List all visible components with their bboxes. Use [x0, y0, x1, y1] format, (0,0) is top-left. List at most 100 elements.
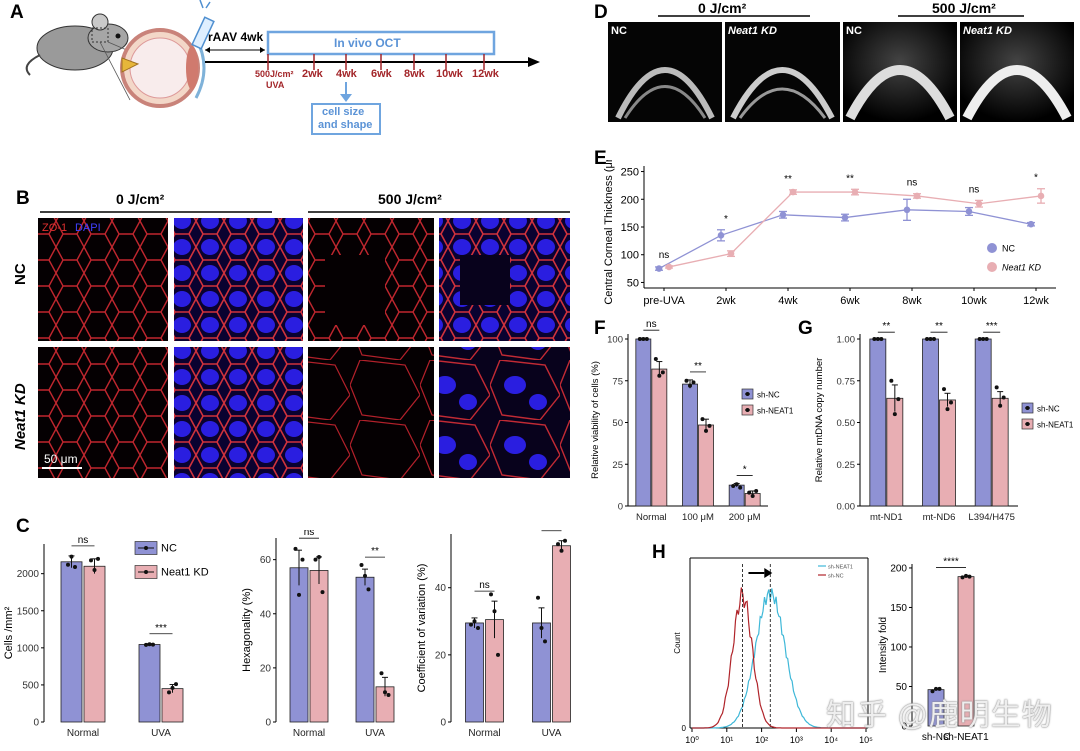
- data-point: [73, 564, 77, 569]
- chart-c-cv: 0 20 40 Coefficient of variation (%) Normal n…: [416, 530, 571, 739]
- data-point: [779, 211, 787, 219]
- chart-f-viability: 0 25 50 75 100 Relative viability of cells (%…: [590, 319, 794, 523]
- y-zero-label: 0: [682, 724, 687, 733]
- cell-box-line1: cell size: [322, 106, 365, 118]
- y-tick-label: 75: [612, 376, 623, 387]
- oct-image-2: [725, 22, 840, 122]
- data-point: [994, 385, 999, 390]
- scale-bar-label: 50 μm: [44, 452, 78, 466]
- data-point: [641, 337, 646, 342]
- data-point: [928, 337, 933, 342]
- data-point: [151, 642, 155, 647]
- significance-6: *: [1034, 173, 1038, 184]
- bar-sh-nc-1: [922, 338, 939, 507]
- x-tick-label-0: mt-ND1: [870, 512, 903, 523]
- y-axis-label: Intensity fold: [878, 617, 889, 673]
- data-point: [293, 546, 298, 551]
- data-point: [930, 689, 935, 694]
- data-point: [717, 232, 725, 239]
- data-point: [320, 590, 325, 595]
- y-tick-label: 20: [435, 650, 447, 661]
- y-tick-label: 250: [621, 167, 639, 179]
- watermark: 知乎 @鹿明生物: [826, 699, 1053, 732]
- y-tick-label: 40: [260, 609, 272, 620]
- x-tick-label-3: 6wk: [840, 295, 860, 307]
- mouse-icon: [25, 13, 129, 76]
- bar-nc-0: [60, 561, 83, 723]
- dapi-label: DAPI: [75, 222, 101, 234]
- significance-1: *: [724, 214, 728, 225]
- data-point: [492, 609, 497, 614]
- data-point: [660, 370, 665, 375]
- chart-g-mtdna: 0.00 0.25 0.50 0.75 1.00 Relative mtDNA copy …: [814, 321, 1074, 523]
- image-kd-0-merge: [174, 347, 303, 478]
- oct-label-nc-0: NC: [611, 25, 627, 37]
- bar-sh-nc-0: [635, 338, 652, 507]
- significance-2: **: [784, 174, 792, 185]
- data-point: [539, 626, 544, 630]
- x-tick-label-2: 200 μM: [729, 512, 761, 523]
- data-point: [942, 387, 946, 392]
- legend-label-1: sh-NEAT1: [1037, 421, 1074, 430]
- significance-0: **: [882, 321, 890, 332]
- data-point: [960, 575, 965, 580]
- y-tick-label: 150: [890, 603, 907, 614]
- x-tick-label-4: 8wk: [902, 295, 922, 307]
- data-point: [684, 378, 689, 383]
- x-tick-label-1: sh-NEAT1: [943, 732, 989, 743]
- x-tick-label-1: mt-ND6: [923, 512, 956, 523]
- panel-letter-E: E: [594, 148, 607, 169]
- data-point: [981, 337, 986, 342]
- legend-label-0: sh-NEAT1: [828, 565, 853, 571]
- data-point: [665, 263, 673, 271]
- x-tick-label-6: 12wk: [1023, 295, 1049, 307]
- significance-1: **: [694, 361, 702, 372]
- y-tick-label: 1.00: [837, 335, 856, 346]
- y-tick-label: 100: [621, 250, 639, 262]
- data-point: [754, 488, 759, 493]
- y-tick-label: 50: [896, 682, 908, 693]
- x-tick-label-1: UVA: [151, 728, 171, 739]
- data-point: [903, 206, 911, 214]
- bar-sh-neat1-0: [651, 368, 668, 507]
- y-tick-label: 50: [627, 277, 639, 289]
- bar-nc-1: [355, 576, 375, 723]
- data-point: [653, 357, 658, 362]
- data-point: [496, 652, 500, 657]
- y-tick-label: 100: [607, 335, 623, 346]
- bar-neat1-kd-0: [83, 565, 106, 723]
- zo1-label: ZO-1: [42, 222, 68, 234]
- panel-letter-B: B: [16, 188, 30, 209]
- legend-label-1: Neat1 KD: [1002, 263, 1042, 273]
- data-point: [747, 490, 752, 495]
- x-tick-label-0: sh-NC: [922, 732, 950, 743]
- significance-3: **: [846, 173, 854, 184]
- shift-arrowhead: [764, 568, 773, 578]
- y-tick-label: 100: [890, 642, 907, 653]
- data-point: [934, 686, 938, 691]
- x-tick-label-0: Normal: [636, 512, 667, 523]
- data-point: [704, 428, 708, 433]
- panel-letter-A: A: [10, 2, 24, 23]
- panel-letter-F: F: [594, 318, 606, 339]
- data-point: [977, 337, 982, 342]
- data-point: [556, 542, 560, 547]
- x-tick-label-1: 2wk: [716, 295, 736, 307]
- legend-dot: [144, 570, 148, 574]
- syringe-icon: [191, 0, 215, 50]
- y-tick-label: 50: [612, 418, 623, 429]
- bar-sh-neat1-1: [939, 399, 956, 507]
- significance-0: ns: [304, 530, 315, 538]
- x-tick-label-0: Normal: [293, 728, 325, 739]
- x-tick-label-0: Normal: [468, 728, 500, 739]
- data-point: [297, 592, 301, 597]
- y-tick-label: 1000: [17, 643, 40, 654]
- y-tick-label: 40: [435, 583, 447, 594]
- data-point: [1001, 395, 1006, 400]
- data-point: [925, 337, 929, 342]
- data-point: [366, 587, 371, 592]
- bar-sh-nc-1: [682, 383, 698, 507]
- data-point: [379, 671, 384, 676]
- data-point: [300, 557, 305, 562]
